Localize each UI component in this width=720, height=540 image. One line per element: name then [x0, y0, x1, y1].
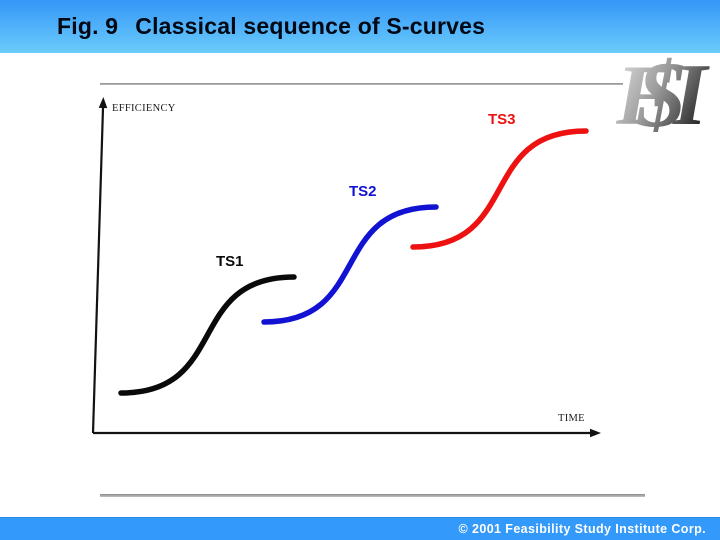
y-axis-line: [91, 107, 105, 434]
x-axis-arrow-icon: [590, 428, 601, 438]
y-axis-label: EFFICIENCY: [112, 103, 176, 114]
copyright-text: © 2001 Feasibility Study Institute Corp.: [458, 522, 706, 536]
logo-letter-i: I: [672, 52, 710, 132]
header-bar: Fig. 9 Classical sequence of S-curves: [0, 0, 720, 53]
curve-ts3: [410, 128, 589, 250]
y-axis-arrow-icon: [98, 97, 108, 109]
fsi-logo: F I $: [616, 52, 710, 132]
curve-label-ts3: TS3: [488, 111, 516, 128]
curve-label-ts2: TS2: [349, 183, 377, 200]
bottom-divider-line: [100, 494, 645, 497]
logo-letter-dollar: $: [636, 52, 685, 132]
curve-label-ts1: TS1: [216, 253, 244, 270]
figure-number: Fig. 9: [57, 13, 119, 39]
x-axis-label: TIME: [558, 413, 585, 424]
top-divider-line: [100, 83, 623, 85]
page-title: Classical sequence of S-curves: [135, 13, 486, 39]
curve-ts2: [261, 204, 439, 325]
footer-bar: © 2001 Feasibility Study Institute Corp.: [0, 517, 720, 540]
curve-ts1: [118, 274, 297, 396]
logo-letter-f: F: [616, 52, 673, 132]
